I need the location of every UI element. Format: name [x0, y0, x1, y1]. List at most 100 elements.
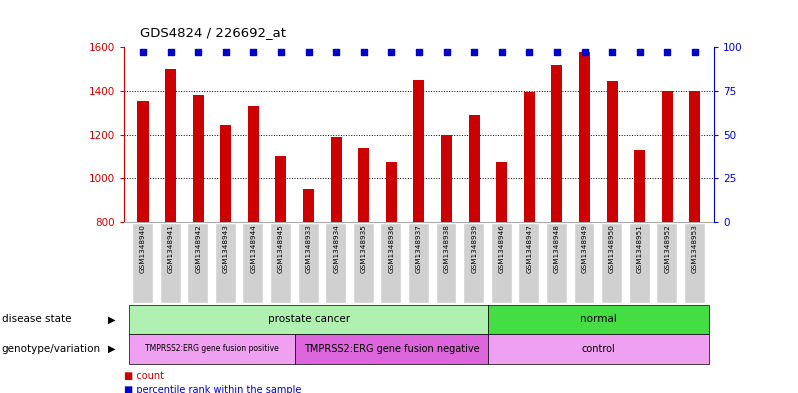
Point: [606, 49, 618, 55]
Bar: [129, 334, 294, 364]
Bar: [248, 106, 259, 222]
Bar: [606, 81, 618, 222]
Point: [689, 49, 701, 55]
Bar: [468, 115, 480, 222]
Point: [275, 49, 287, 55]
FancyBboxPatch shape: [188, 224, 208, 303]
Text: GSM1348940: GSM1348940: [140, 224, 146, 274]
FancyBboxPatch shape: [519, 224, 539, 303]
Point: [413, 49, 425, 55]
Bar: [220, 125, 231, 222]
Bar: [496, 162, 508, 222]
FancyBboxPatch shape: [437, 224, 456, 303]
Text: ▶: ▶: [109, 344, 116, 354]
Point: [247, 49, 260, 55]
Bar: [275, 156, 286, 222]
FancyBboxPatch shape: [658, 224, 678, 303]
Bar: [137, 101, 148, 222]
Bar: [579, 51, 590, 222]
Bar: [441, 134, 452, 222]
Text: TMPRSS2:ERG gene fusion negative: TMPRSS2:ERG gene fusion negative: [303, 344, 479, 354]
Point: [440, 49, 453, 55]
FancyBboxPatch shape: [354, 224, 373, 303]
FancyBboxPatch shape: [160, 224, 180, 303]
Point: [136, 49, 149, 55]
Text: GSM1348939: GSM1348939: [471, 224, 477, 274]
Point: [219, 49, 232, 55]
Text: GSM1348933: GSM1348933: [306, 224, 311, 274]
Bar: [165, 69, 176, 222]
Bar: [358, 148, 369, 222]
FancyBboxPatch shape: [381, 224, 401, 303]
Text: prostate cancer: prostate cancer: [267, 314, 350, 324]
Point: [358, 49, 370, 55]
Text: GSM1348942: GSM1348942: [196, 224, 201, 274]
Text: GSM1348943: GSM1348943: [223, 224, 229, 274]
Bar: [634, 150, 646, 222]
Text: genotype/variation: genotype/variation: [2, 344, 101, 354]
Bar: [330, 137, 342, 222]
Bar: [551, 64, 563, 222]
Text: GDS4824 / 226692_at: GDS4824 / 226692_at: [140, 26, 286, 39]
Text: GSM1348936: GSM1348936: [389, 224, 394, 274]
Bar: [488, 334, 709, 364]
FancyBboxPatch shape: [492, 224, 512, 303]
Point: [578, 49, 591, 55]
Point: [330, 49, 342, 55]
Point: [551, 49, 563, 55]
Bar: [689, 91, 701, 222]
Bar: [303, 189, 314, 222]
Point: [302, 49, 315, 55]
Bar: [413, 80, 425, 222]
Point: [164, 49, 177, 55]
Bar: [386, 162, 397, 222]
Text: control: control: [582, 344, 615, 354]
Text: GSM1348946: GSM1348946: [499, 224, 504, 274]
Text: GSM1348952: GSM1348952: [664, 224, 670, 274]
Text: GSM1348945: GSM1348945: [278, 224, 284, 274]
Text: normal: normal: [580, 314, 617, 324]
FancyBboxPatch shape: [630, 224, 650, 303]
Point: [468, 49, 480, 55]
Text: disease state: disease state: [2, 314, 71, 324]
Text: GSM1348934: GSM1348934: [334, 224, 339, 274]
Text: GSM1348941: GSM1348941: [168, 224, 174, 274]
Point: [523, 49, 535, 55]
Bar: [488, 305, 709, 334]
Bar: [294, 334, 488, 364]
Text: GSM1348937: GSM1348937: [416, 224, 422, 274]
Text: GSM1348935: GSM1348935: [361, 224, 367, 274]
FancyBboxPatch shape: [215, 224, 235, 303]
Text: GSM1348948: GSM1348948: [554, 224, 560, 274]
Text: ■ percentile rank within the sample: ■ percentile rank within the sample: [124, 385, 301, 393]
FancyBboxPatch shape: [133, 224, 153, 303]
Point: [634, 49, 646, 55]
Point: [385, 49, 397, 55]
FancyBboxPatch shape: [547, 224, 567, 303]
Text: ▶: ▶: [109, 314, 116, 324]
Text: ■ count: ■ count: [124, 371, 164, 381]
Text: GSM1348953: GSM1348953: [692, 224, 698, 274]
FancyBboxPatch shape: [409, 224, 429, 303]
Bar: [662, 91, 673, 222]
FancyBboxPatch shape: [243, 224, 263, 303]
Point: [661, 49, 674, 55]
Bar: [129, 305, 488, 334]
Text: GSM1348938: GSM1348938: [444, 224, 449, 274]
FancyBboxPatch shape: [298, 224, 318, 303]
FancyBboxPatch shape: [464, 224, 484, 303]
Text: GSM1348951: GSM1348951: [637, 224, 642, 274]
FancyBboxPatch shape: [602, 224, 622, 303]
Text: GSM1348949: GSM1348949: [582, 224, 587, 274]
FancyBboxPatch shape: [326, 224, 346, 303]
Text: GSM1348944: GSM1348944: [251, 224, 256, 274]
FancyBboxPatch shape: [271, 224, 291, 303]
Text: GSM1348950: GSM1348950: [609, 224, 615, 274]
Bar: [192, 95, 203, 222]
Bar: [523, 92, 535, 222]
FancyBboxPatch shape: [685, 224, 705, 303]
Text: GSM1348947: GSM1348947: [527, 224, 532, 274]
FancyBboxPatch shape: [575, 224, 595, 303]
Point: [496, 49, 508, 55]
Point: [192, 49, 204, 55]
